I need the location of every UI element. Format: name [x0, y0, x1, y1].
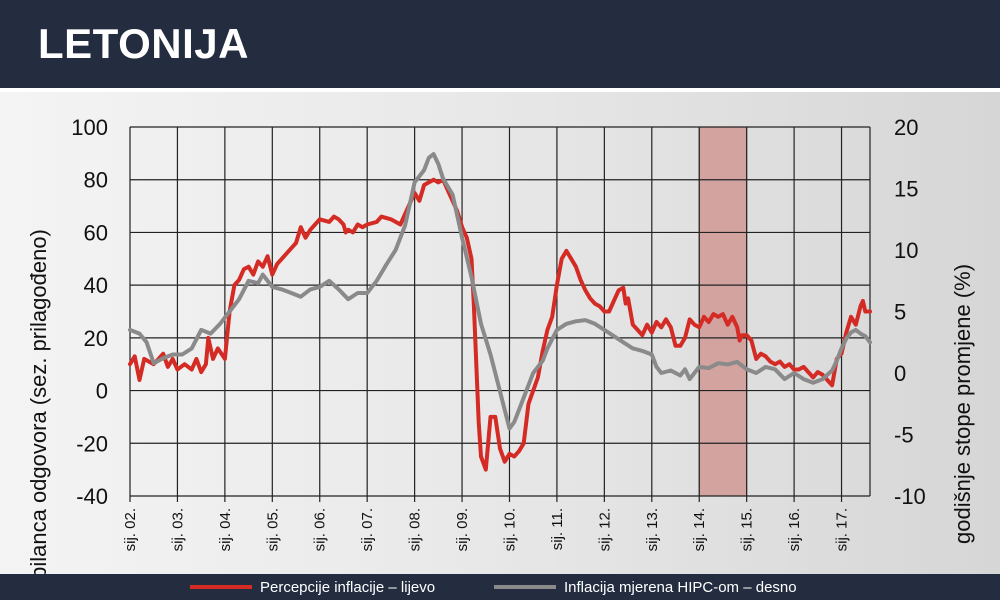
x-tick-label: sij. 05. [264, 508, 281, 551]
x-tick-label: sij. 10. [501, 508, 518, 551]
x-tick-label: sij. 06. [312, 508, 329, 551]
y-axis-right-label: godišnje stope promjene (%) [950, 264, 975, 544]
x-tick-label: sij. 14. [691, 508, 708, 551]
y-tick-right: 10 [894, 238, 918, 263]
series-layer [128, 152, 872, 472]
x-tick-label: sij. 13. [644, 508, 661, 551]
y-tick-right: -10 [894, 484, 926, 509]
tick-layer: 100 80 60 40 20 0 -20 -40 20 15 10 5 0 -5 -10 sij. 02. s… [71, 115, 926, 551]
shaded-period [698, 126, 748, 497]
legend-label: Inflacija mjerena HIPC-om – desno [564, 578, 797, 596]
x-tick-label: sij. 03. [169, 508, 186, 551]
legend-swatch-red [190, 585, 252, 589]
legend-item-hicp: Inflacija mjerena HIPC-om – desno [494, 578, 797, 596]
x-tick-label: sij. 15. [739, 508, 756, 551]
chart-panel: 100 80 60 40 20 0 -20 -40 20 15 10 5 0 -5 -10 sij. 02. s… [0, 92, 1000, 574]
y-tick-left: 100 [71, 115, 108, 140]
y-tick-right: 0 [894, 361, 906, 386]
x-tick-label: sij. 16. [786, 508, 803, 551]
y-tick-right: 15 [894, 177, 918, 202]
y-tick-left: -40 [76, 484, 108, 509]
header-bar: LETONIJA [0, 0, 1000, 88]
y-tick-right: 5 [894, 300, 906, 325]
legend-label: Percepcije inflacije – lijevo [260, 578, 436, 596]
y-tick-right: 20 [894, 115, 918, 140]
x-tick-label: sij. 17. [834, 508, 851, 551]
shaded-period-layer [698, 126, 748, 497]
page-title: LETONIJA [38, 20, 249, 67]
legend-bar: Percepcije inflacije – lijevo Inflacija … [0, 574, 1000, 600]
legend-swatch-grey [494, 585, 556, 589]
x-tick-label: sij. 12. [596, 508, 613, 551]
y-axis-left-label: bilanca odgovora (sez. prilagođeno) [26, 229, 51, 574]
header-divider [0, 88, 1000, 92]
y-tick-left: 20 [84, 326, 108, 351]
x-tick-label: sij. 08. [407, 508, 424, 551]
y-tick-right: -5 [894, 423, 914, 448]
y-tick-left: 40 [84, 273, 108, 298]
y-tick-left: 0 [96, 379, 108, 404]
x-tick-label: sij. 04. [217, 508, 234, 551]
y-tick-left: 80 [84, 168, 108, 193]
legend-item-perception: Percepcije inflacije – lijevo [190, 578, 435, 596]
y-tick-left: -20 [76, 431, 108, 456]
series-line-perception [128, 177, 872, 472]
y-tick-left: 60 [84, 220, 108, 245]
line-chart: 100 80 60 40 20 0 -20 -40 20 15 10 5 0 -5 -10 sij. 02. s… [26, 115, 975, 574]
x-tick-label: sij. 11. [549, 508, 566, 550]
x-tick-label: sij. 07. [359, 508, 376, 551]
series-line-hicp [128, 152, 872, 431]
x-tick-label: sij. 09. [454, 508, 471, 551]
x-tick-label: sij. 02. [122, 508, 139, 551]
